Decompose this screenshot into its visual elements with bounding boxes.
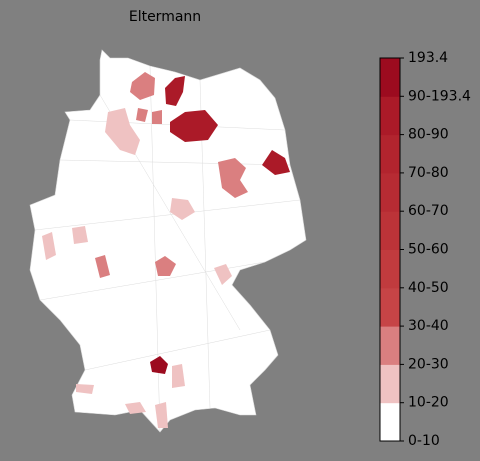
- colorbar-bin: [380, 211, 400, 250]
- district: [262, 150, 290, 175]
- district-borders: [34, 65, 301, 433]
- colorbar-bin: [380, 58, 400, 97]
- colorbar-label: 40-50: [408, 280, 449, 296]
- country-outline: [29, 49, 307, 433]
- district: [170, 198, 195, 220]
- colorbar-bin: [380, 96, 400, 136]
- district: [72, 226, 88, 244]
- colorbar-bin: [380, 402, 400, 442]
- colorbar-bin: [380, 287, 400, 327]
- colorbar-label: 193.4: [408, 50, 448, 66]
- colorbar-bin: [380, 249, 400, 289]
- district: [165, 76, 185, 106]
- district: [105, 108, 140, 155]
- district: [150, 356, 168, 374]
- district: [155, 256, 176, 276]
- colorbar-bin: [380, 364, 400, 404]
- district: [214, 264, 232, 285]
- colorbar-label: 90-193.4: [408, 88, 471, 104]
- district: [136, 108, 148, 122]
- colorbar: 193.4 90-193.4 80-90 70-80 60-70 50-60 40-50 30…: [379, 50, 471, 449]
- colorbar-label: 60-70: [408, 203, 449, 219]
- colorbar-bin: [380, 172, 400, 212]
- colorbar-label: 70-80: [408, 165, 449, 181]
- colorbar-label: 30-40: [408, 318, 449, 334]
- district: [218, 158, 248, 198]
- colorbar-label: 20-30: [408, 356, 449, 372]
- district: [172, 364, 185, 388]
- district: [42, 232, 56, 260]
- colorbar-bin: [380, 134, 400, 174]
- district: [155, 402, 168, 428]
- colorbar-bin: [380, 326, 400, 365]
- germany-map: [29, 49, 307, 433]
- district: [95, 255, 110, 278]
- colorbar-label: 50-60: [408, 242, 449, 258]
- colorbar-label: 80-90: [408, 127, 449, 143]
- colorbar-label: 0-10: [408, 433, 440, 449]
- map-title: Eltermann: [129, 9, 201, 25]
- district: [152, 110, 162, 124]
- district: [76, 384, 94, 394]
- district: [125, 402, 146, 414]
- district: [130, 72, 155, 100]
- colorbar-label: 10-20: [408, 395, 449, 411]
- district: [170, 110, 218, 142]
